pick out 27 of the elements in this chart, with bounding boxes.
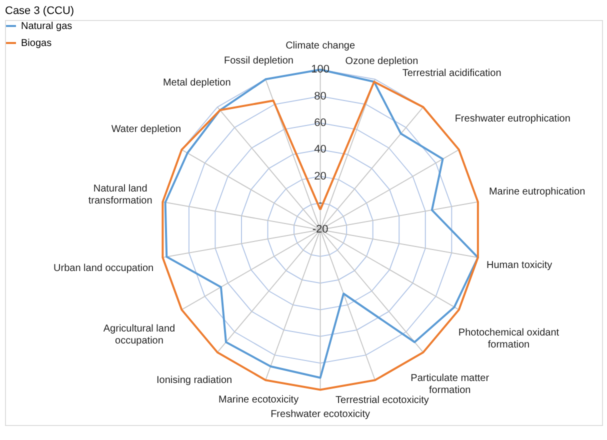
spoke-label: Particulate matter formation [410,373,490,396]
spoke-label: Water depletion [111,124,182,136]
spoke-label: Natural land transformation [88,183,152,206]
spoke-label: Freshwater ecotoxicity [270,408,370,420]
spoke-label: Photochemical oxidant formation [458,328,560,351]
spoke-label: Marine ecotoxicity [218,394,299,406]
spoke-label: Urban land occupation [54,262,154,274]
y-tick-label: 20 [314,170,326,182]
y-tick-label: 60 [314,116,326,129]
spoke-label: Terrestrial ecotoxicity [336,394,429,406]
y-tick-label: -20 [312,224,328,236]
spoke-label: Terrestrial acidification [402,68,502,79]
y-tick-label: - [318,197,322,210]
spoke-label: Human toxicity [486,260,552,271]
spoke-label: Fossil depletion [224,55,294,66]
spoke-label: Marine eutrophication [488,186,586,198]
spoke-label: Climate change [286,40,356,52]
spoke-label: Metal depletion [162,78,231,89]
y-tick-label: 40 [314,144,326,156]
spoke-label: Agricultural land occupation [103,323,176,346]
spoke-label: Ionising radiation [156,374,232,386]
legend-label: Biogas [21,38,52,49]
chart-title: Case 3 (CCU) [5,5,74,17]
legend-label: Natural gas [21,21,72,32]
spoke-label: Ozone depletion [345,56,418,67]
y-tick-label: 80 [314,90,326,102]
spoke-label: Freshwater eutrophication [454,114,570,125]
